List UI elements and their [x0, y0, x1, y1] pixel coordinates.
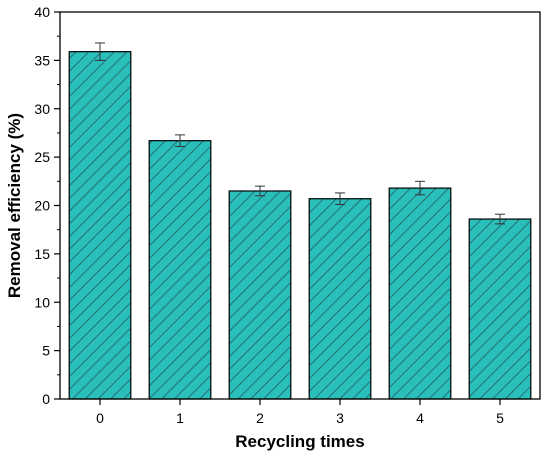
- bar-outline-5: [468, 218, 532, 400]
- x-tick-label-2: 2: [256, 410, 264, 426]
- y-tick-label-40: 40: [34, 4, 50, 20]
- bar-outline-0: [68, 51, 132, 400]
- y-tick-label-30: 30: [34, 101, 50, 117]
- y-tick-label-10: 10: [34, 294, 50, 310]
- y-tick-label-15: 15: [34, 246, 50, 262]
- x-tick-label-1: 1: [176, 410, 184, 426]
- x-tick-label-4: 4: [416, 410, 424, 426]
- y-tick-label-0: 0: [42, 391, 50, 407]
- y-tick-label-20: 20: [34, 198, 50, 214]
- x-axis-title: Recycling times: [235, 432, 364, 451]
- bar-outline-4: [388, 187, 452, 400]
- plot-frame: [59, 11, 541, 400]
- x-tick-label-3: 3: [336, 410, 344, 426]
- bar-outline-1: [148, 140, 212, 400]
- y-tick-label-5: 5: [42, 343, 50, 359]
- y-tick-label-25: 25: [34, 149, 50, 165]
- x-tick-label-5: 5: [496, 410, 504, 426]
- x-tick-label-0: 0: [96, 410, 104, 426]
- bars-layer: [68, 51, 532, 400]
- y-tick-label-35: 35: [34, 52, 50, 68]
- x-axis: 0 1 2 3 4 5: [96, 399, 504, 426]
- bar-outline-3: [308, 198, 372, 400]
- bar-outline-2: [228, 190, 292, 400]
- y-axis-title: Removal efficiency (%): [5, 113, 24, 298]
- error-bars-layer: [95, 42, 505, 225]
- y-axis: 0 5 10 15 20 25 30 35 40: [34, 4, 60, 407]
